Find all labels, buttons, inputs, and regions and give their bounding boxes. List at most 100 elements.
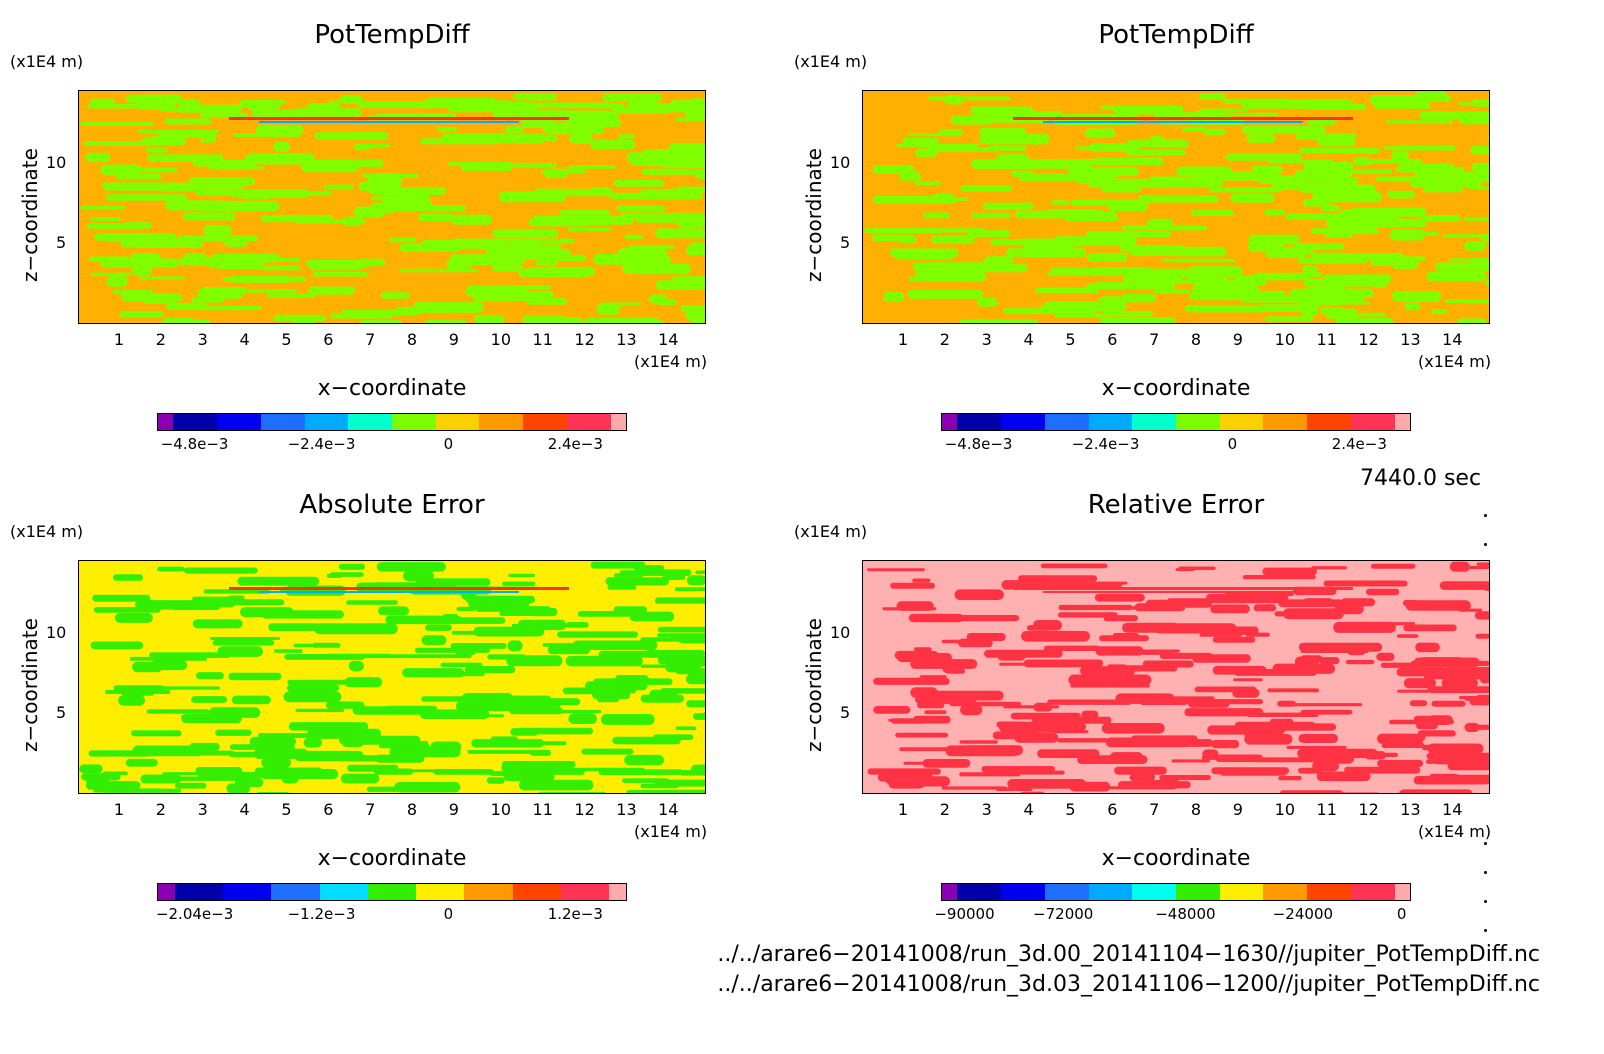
field-blob [634,213,705,223]
y-axis-label: z−coordinate [18,148,42,282]
field-blob [1300,655,1323,663]
field-blob [1199,633,1242,637]
heatmap-canvas [863,91,1489,323]
x-tick-label: 1 [113,330,125,349]
field-blob [1457,318,1487,323]
field-blob [1246,134,1276,143]
heatmap-canvas [79,91,705,323]
field-blob [978,133,1050,145]
field-blob [629,611,675,622]
field-blob [1159,775,1211,781]
field-blob [85,152,111,163]
colorbar-segment [173,414,218,430]
field-blob [569,133,593,144]
field-blob [924,710,947,715]
colorbar-segment [223,884,272,900]
field-blob [1278,776,1302,781]
field-blob [1392,291,1442,302]
field-blob [1374,104,1431,109]
field-blob [1044,645,1100,651]
x-axis-label: x−coordinate [1101,846,1251,871]
field-blob [1234,721,1316,731]
colorbar-segment [610,414,626,430]
chart-title: Absolute Error [299,490,485,520]
field-blob [1431,309,1448,315]
field-blob [519,779,594,791]
field-blob [1325,217,1403,228]
field-blob [1302,265,1318,273]
field-blob [981,766,1055,773]
field-blob [613,180,664,187]
field-blob [1485,279,1489,286]
field-blob [286,684,340,692]
field-blob [370,202,397,213]
field-blob [1258,304,1319,312]
field-blob [907,289,984,299]
x-tick-label: 1 [113,800,125,819]
field-blob [196,672,224,680]
field-blob [1403,256,1426,261]
field-blob [215,729,252,736]
chart-panel: Relative Error (x1E4 m) 1 2 3 4 5 6 7 8 9 10 11 12 13 1… [784,470,1568,940]
field-blob [640,783,679,789]
x-tick-label: 6 [323,800,334,819]
field-blob [415,578,491,586]
field-blob [864,228,943,233]
field-blob [182,212,236,221]
field-blob [1192,654,1251,663]
field-blob [1443,234,1489,238]
field-blob [1022,245,1078,256]
y-tick-label: 5 [56,233,67,253]
colorbar-tick-label: −90000 [934,905,995,923]
marker-dot [1484,871,1487,874]
field-blob [1020,791,1045,793]
field-blob [504,126,524,133]
colorbar-segment [957,414,1002,430]
field-blob [590,139,636,150]
field-blob [191,696,228,703]
x-tick-label: 8 [406,800,418,819]
chart-title: PotTempDiff [314,20,470,50]
x-tick-label: 1 [897,800,909,819]
field-blob [1118,781,1191,789]
field-blob [914,181,941,186]
field-blob [581,748,634,755]
field-blob [1413,172,1489,183]
x-tick-label: 7 [1149,330,1160,349]
field-blob [247,101,280,110]
field-blob [129,656,208,661]
field-blob [166,302,208,310]
colorbar-segment [1350,414,1395,430]
field-blob [1286,745,1347,749]
field-blob [1135,649,1180,653]
x-tick-label: 12 [1358,330,1379,349]
x-tick-label: 11 [532,330,553,349]
field-blob [359,320,403,323]
x-tick-label: 3 [981,330,992,349]
field-blob [1423,188,1463,193]
field-blob [174,782,207,789]
field-blob [529,749,552,756]
x-unit-label: (x1E4 m) [1418,352,1492,371]
field-blob [1035,287,1099,294]
x-tick-label: 9 [1232,800,1243,819]
field-blob [295,708,345,713]
field-blob [873,706,911,714]
field-blob [473,626,545,637]
field-blob [1397,634,1419,638]
field-blob [1242,126,1326,134]
field-blob [1221,112,1279,116]
field-blob [231,189,309,198]
field-blob [1213,626,1259,635]
field-blob [526,297,567,305]
field-blob [1110,752,1143,762]
colorbar-segment [560,884,610,900]
field-blob [902,138,939,144]
y-tick-label: 10 [46,622,67,642]
field-blob [1127,139,1189,148]
field-blob [334,728,382,739]
field-blob [421,635,447,646]
field-blob [1417,730,1456,737]
field-blob [425,624,452,631]
field-blob [354,143,390,148]
